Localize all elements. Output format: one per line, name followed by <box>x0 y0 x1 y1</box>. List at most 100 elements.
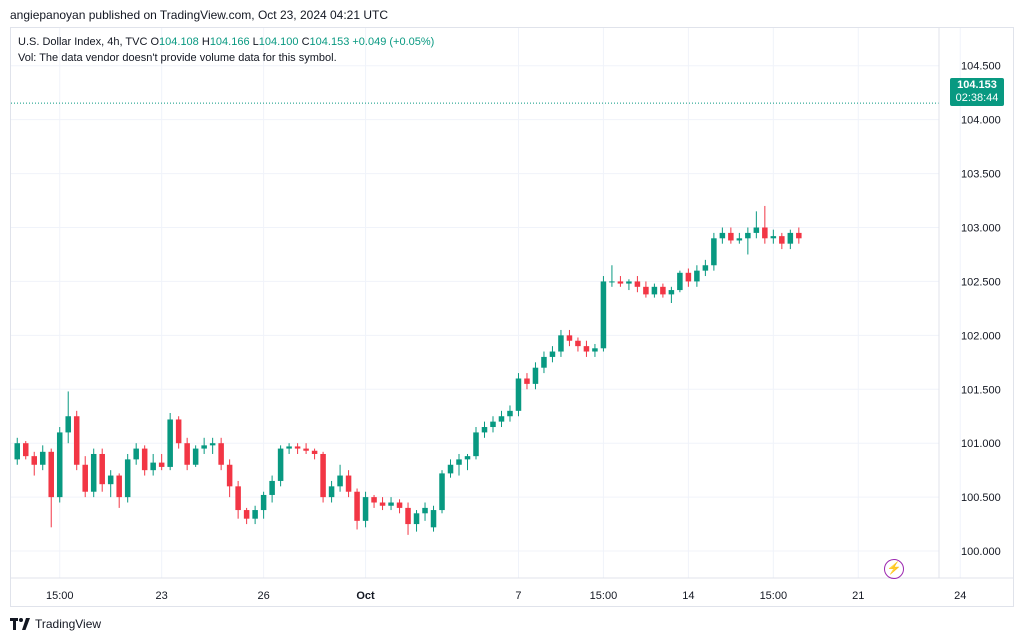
candle-up[interactable] <box>753 211 760 239</box>
candle-up[interactable] <box>464 453 471 471</box>
candle-down[interactable] <box>524 373 530 390</box>
candle-down[interactable] <box>405 502 411 535</box>
candle-up[interactable] <box>328 480 335 503</box>
candle-up[interactable] <box>362 491 369 528</box>
candle-up[interactable] <box>651 283 658 298</box>
candle-down[interactable] <box>796 227 802 244</box>
candle-down[interactable] <box>31 451 37 476</box>
candle-up[interactable] <box>677 270 683 293</box>
candle-up[interactable] <box>719 227 726 244</box>
candle-up[interactable] <box>192 445 199 467</box>
candle-down[interactable] <box>243 507 250 525</box>
candle-down[interactable] <box>218 437 224 471</box>
candlestick-chart[interactable]: 104.500 104.000 103.500 103.000 102.500 102.0… <box>11 28 1013 606</box>
candle-up[interactable] <box>745 227 751 255</box>
candle-up[interactable] <box>252 505 258 525</box>
candle-up[interactable] <box>498 410 505 428</box>
candle-up[interactable] <box>133 443 139 465</box>
candle-up[interactable] <box>439 470 445 514</box>
candle-up[interactable] <box>90 448 97 498</box>
candle-down[interactable] <box>728 227 734 244</box>
candle-down[interactable] <box>99 448 105 492</box>
candle-up[interactable] <box>694 265 700 287</box>
candle-up[interactable] <box>286 443 292 454</box>
candle-up[interactable] <box>107 470 114 498</box>
footer-branding[interactable]: TradingView <box>10 617 101 631</box>
candle-down[interactable] <box>566 329 573 347</box>
candle-up[interactable] <box>532 362 539 390</box>
candle-up[interactable] <box>201 437 207 454</box>
candle-up[interactable] <box>702 259 709 277</box>
candle-up[interactable] <box>711 232 717 271</box>
candle-down[interactable] <box>141 445 148 476</box>
candle-up[interactable] <box>481 421 488 438</box>
candle-up[interactable] <box>388 497 394 511</box>
candle-up[interactable] <box>549 346 556 363</box>
candle-up[interactable] <box>209 437 216 454</box>
candle-up[interactable] <box>124 453 131 503</box>
candle-up[interactable] <box>600 276 607 352</box>
candle-up[interactable] <box>592 343 598 357</box>
candle-up[interactable] <box>609 265 615 287</box>
candle-down[interactable] <box>371 494 377 508</box>
legend-close-value: 104.153 <box>309 36 350 48</box>
candle-down[interactable] <box>643 281 649 298</box>
chart-frame[interactable]: 104.500 104.000 103.500 103.000 102.500 102.0… <box>10 27 1014 607</box>
candle-down[interactable] <box>354 488 360 530</box>
candle-down[interactable] <box>175 416 182 449</box>
candle-up[interactable] <box>167 413 173 471</box>
candle-up[interactable] <box>39 445 46 471</box>
last-price-label: 104.153 02:38:44 <box>950 78 1004 106</box>
candle-down[interactable] <box>762 205 768 244</box>
candle-down[interactable] <box>184 437 190 471</box>
candle-up[interactable] <box>269 475 275 503</box>
candle-up[interactable] <box>668 286 675 303</box>
candle-down[interactable] <box>303 443 309 454</box>
candle-up[interactable] <box>770 229 777 244</box>
candle-up[interactable] <box>541 351 547 374</box>
candle-down[interactable] <box>660 283 666 298</box>
candle-up[interactable] <box>413 510 420 532</box>
candle-down[interactable] <box>235 480 241 519</box>
candle-up[interactable] <box>14 437 21 465</box>
candle-up[interactable] <box>430 505 437 532</box>
candle-up[interactable] <box>56 427 63 503</box>
candle-up[interactable] <box>626 279 632 291</box>
candle-down[interactable] <box>73 410 80 471</box>
candle-down[interactable] <box>22 441 29 460</box>
candle-up[interactable] <box>422 502 428 521</box>
candle-down[interactable] <box>617 276 624 287</box>
candle-down[interactable] <box>311 448 318 460</box>
candle-down[interactable] <box>226 459 233 498</box>
candle-down[interactable] <box>779 232 785 250</box>
candle-down[interactable] <box>634 276 641 293</box>
candle-up[interactable] <box>277 445 284 487</box>
candle-down[interactable] <box>116 473 122 508</box>
candle-down[interactable] <box>82 456 88 498</box>
candle-up[interactable] <box>150 453 156 476</box>
legend-change: +0.049 (+0.05%) <box>352 36 435 48</box>
candle-down[interactable] <box>379 497 386 511</box>
candle-up[interactable] <box>65 391 71 444</box>
candle-down[interactable] <box>320 451 326 503</box>
candle-up[interactable] <box>558 329 564 357</box>
candle-up[interactable] <box>515 373 522 417</box>
candle-down[interactable] <box>294 443 301 454</box>
candle-up[interactable] <box>787 229 794 250</box>
candle-up[interactable] <box>473 427 479 460</box>
candle-up[interactable] <box>507 405 513 422</box>
candle-up[interactable] <box>260 491 267 519</box>
candle-down[interactable] <box>685 268 692 287</box>
candle-down[interactable] <box>158 453 165 471</box>
candle-up[interactable] <box>337 464 343 492</box>
candle-down[interactable] <box>583 340 590 357</box>
candle-down[interactable] <box>575 337 581 352</box>
candle-up[interactable] <box>490 416 496 433</box>
lightning-bolt-icon[interactable]: ⚡ <box>884 559 904 579</box>
candle-down[interactable] <box>48 448 54 528</box>
candle-up[interactable] <box>447 459 454 478</box>
candle-up[interactable] <box>736 232 743 244</box>
candle-up[interactable] <box>456 453 462 476</box>
candle-down[interactable] <box>345 470 352 498</box>
candle-down[interactable] <box>396 499 403 514</box>
